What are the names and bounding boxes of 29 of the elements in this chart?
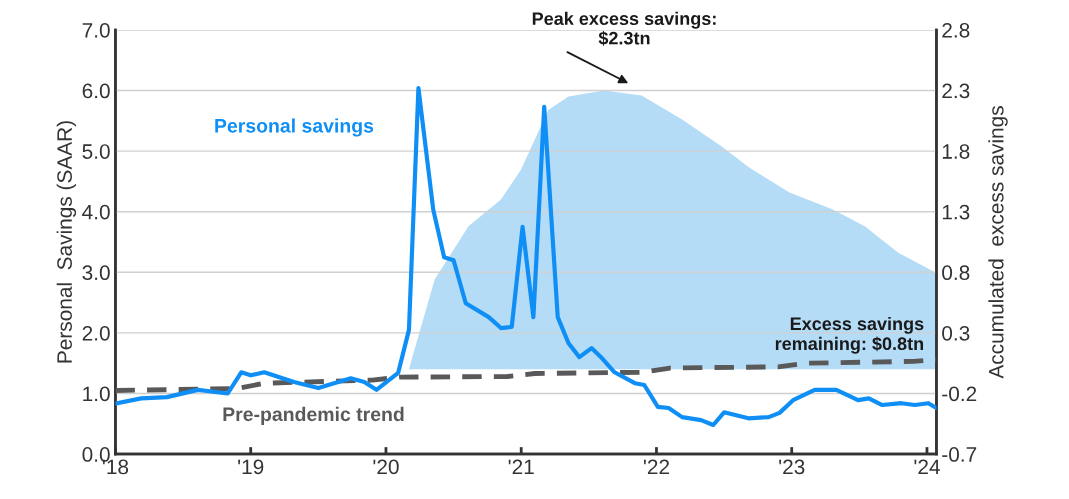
y2-tick-label: 1.8 [942,144,970,159]
annotation: Excess savings remaining: $0.8tn [775,316,924,354]
y-axis-title: Personal Savings (SAAR) [56,121,77,363]
series-label: Pre-pandemic trend [223,406,404,425]
y-tick-label: 4.0 [82,204,110,220]
y-tick-label: 7.0 [82,22,110,38]
text: Personal savings [215,118,374,137]
y2-axis-title: Accumulated excess savings [988,106,1008,379]
x-tick-label: '23 [779,459,805,475]
x-tick-label: '19 [238,459,264,475]
y-tick-label: 1.0 [83,386,110,402]
x-tick-label: '21 [508,459,534,475]
annotation: Peak excess savings: $2.3tn [532,11,716,46]
y-tick-label: 5.0 [82,144,110,159]
y2-tick-label: 0.8 [942,265,970,281]
y2-tick-label: 1.3 [942,204,970,220]
line-series [115,357,937,393]
y2-tick-label: -0.2 [942,386,977,402]
y-tick-label: 3.0 [82,265,110,281]
y-tick-label: 2.0 [82,325,110,341]
x-tick-label: '20 [373,459,399,475]
y-tick-label: 6.0 [82,83,110,99]
x-tick-label: '22 [643,459,669,475]
x-tick-label: '24 [914,459,940,475]
line-series [115,86,937,428]
y2-tick-label: 2.8 [942,22,970,38]
y2-tick-label: 2.3 [942,83,970,99]
y2-tick-label: -0.7 [942,447,977,462]
y2-tick-label: 0.3 [942,325,970,341]
